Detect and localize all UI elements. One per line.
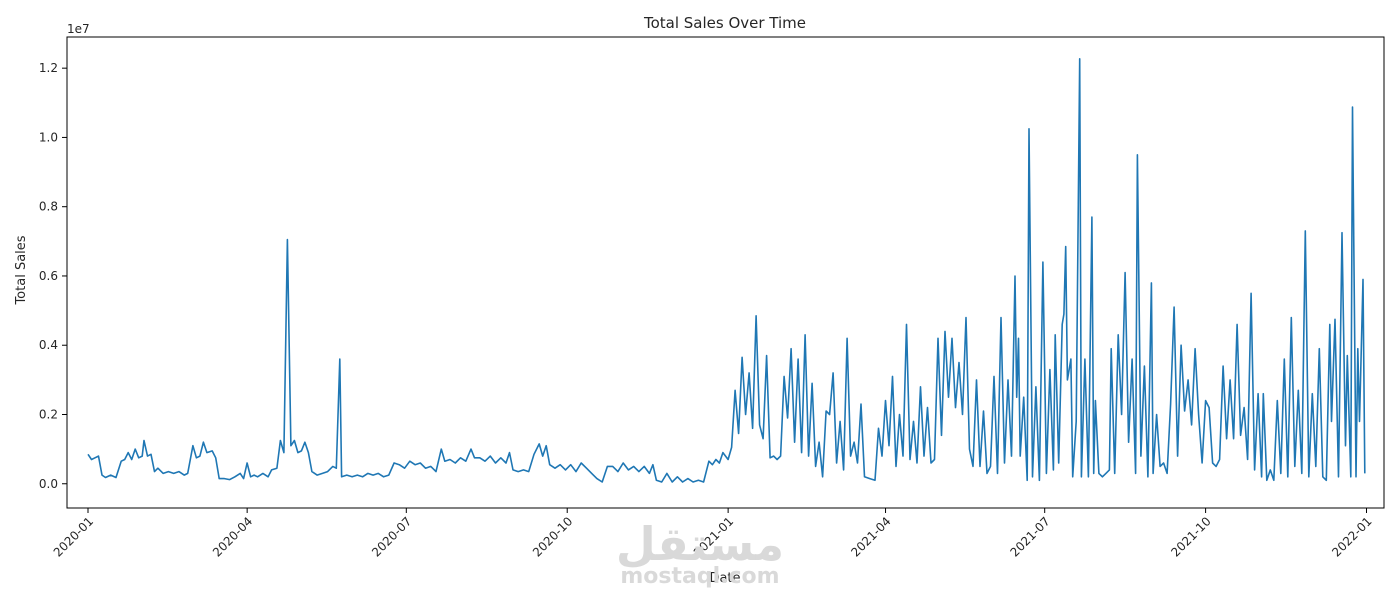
- svg-text:مستقل: مستقل: [616, 517, 784, 571]
- chart-title: Total Sales Over Time: [643, 14, 806, 32]
- sales-series-line: [87, 58, 1366, 483]
- y-tick-label: 1.2: [39, 61, 58, 75]
- svg-text:mostaql.com: mostaql.com: [620, 564, 779, 589]
- y-tick-label: 0.0: [39, 477, 58, 491]
- watermark: مستقل mostaql.com: [616, 517, 784, 589]
- y-tick-label: 0.6: [39, 269, 58, 283]
- y-axis-title: Total Sales: [14, 235, 29, 305]
- y-tick-label: 1.0: [39, 130, 58, 144]
- y-tick-label: 0.4: [39, 338, 58, 352]
- y-offset-label: 1e7: [67, 22, 90, 36]
- y-tick-label: 0.8: [39, 200, 58, 214]
- plot-frame: [66, 36, 1385, 509]
- x-axis-title: Date: [709, 571, 740, 586]
- y-tick-label: 0.2: [39, 407, 58, 421]
